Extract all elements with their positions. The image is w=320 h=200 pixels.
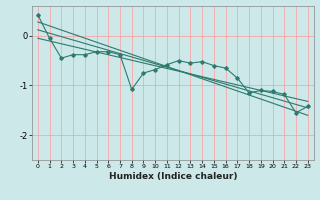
- X-axis label: Humidex (Indice chaleur): Humidex (Indice chaleur): [108, 172, 237, 181]
